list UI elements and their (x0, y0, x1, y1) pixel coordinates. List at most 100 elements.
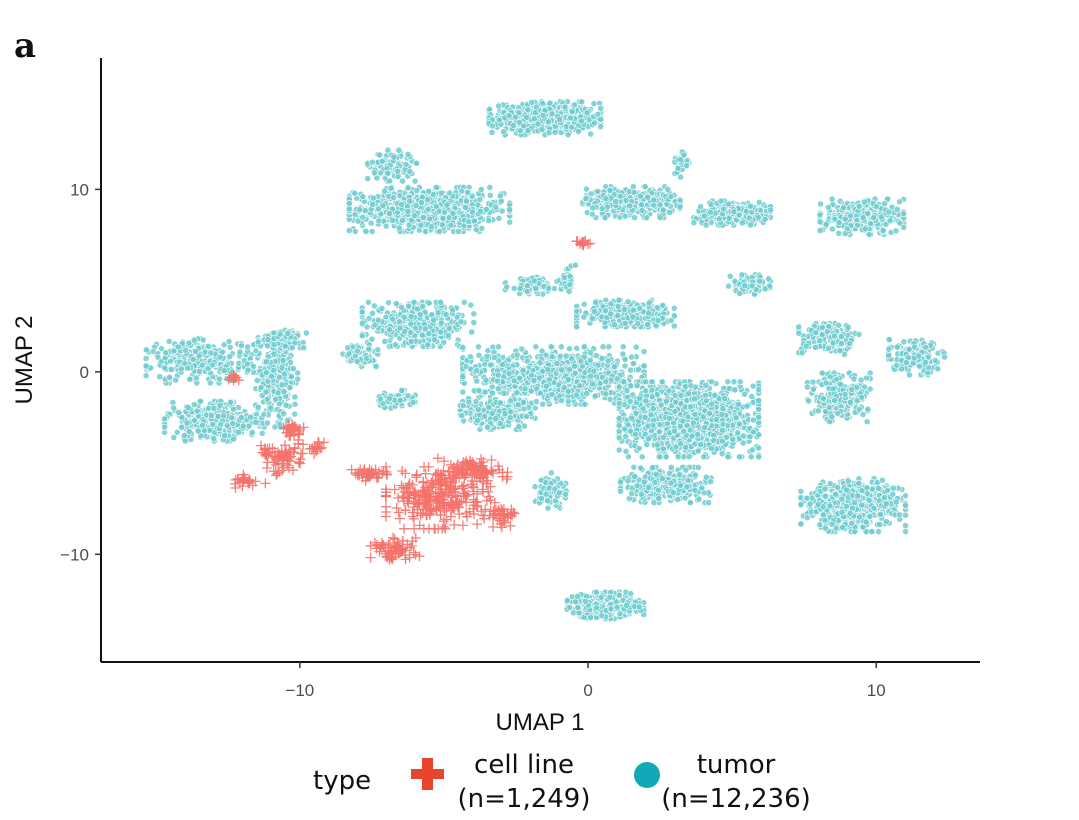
tumor-point (397, 200, 405, 208)
tumor-point (252, 347, 260, 355)
tumor-point (250, 363, 257, 370)
tumor-point (368, 335, 376, 343)
tumor-point (390, 153, 398, 161)
tumor-point (270, 350, 278, 358)
tumor-point (765, 275, 772, 283)
tumor-point (561, 103, 569, 111)
tumor-point (465, 218, 473, 226)
tumor-point (621, 319, 629, 327)
tumor-point (282, 401, 290, 409)
tumor-point (375, 217, 383, 225)
tumor-point (351, 228, 359, 235)
tumor-point (358, 319, 366, 327)
tumor-point (186, 375, 194, 383)
tumor-point (237, 414, 245, 421)
tumor-point (406, 168, 414, 175)
tumor-point (376, 395, 384, 403)
tumor-point (707, 208, 714, 216)
tumor-point (412, 324, 419, 332)
tumor-point (867, 220, 874, 227)
tumor-point (478, 224, 486, 232)
tumor-point (462, 204, 469, 211)
tumor-point (573, 323, 581, 331)
tumor-point (365, 345, 373, 353)
tumor-point (674, 165, 682, 172)
tumor-point (252, 419, 260, 426)
tumor-point (353, 357, 361, 365)
tumor-point (900, 210, 908, 218)
tumor-point (565, 288, 573, 295)
tumor-point (405, 221, 413, 229)
tumor-point (755, 198, 763, 206)
tumor-point (379, 202, 387, 209)
tumor-point (578, 117, 585, 125)
tumor-point (621, 362, 629, 370)
tumor-point (506, 218, 514, 226)
tumor-point (546, 99, 554, 107)
tumor-point (177, 365, 185, 373)
tumor-point (870, 214, 878, 222)
tumor-point (597, 123, 604, 131)
tumor-point (841, 215, 849, 223)
tumor-point (392, 341, 399, 349)
tumor-point (886, 217, 894, 225)
tumor-point (492, 203, 499, 211)
tumor-point (442, 311, 450, 318)
tumor-point (702, 221, 710, 229)
panel-label: a (14, 26, 37, 66)
tumor-point (532, 109, 539, 116)
tumor-point (258, 429, 266, 437)
tumor-point (841, 230, 849, 237)
tumor-point (362, 228, 370, 235)
tumor-point (178, 423, 185, 431)
tumor-point (387, 184, 395, 192)
tumor-point (457, 318, 465, 326)
tumor-point (395, 318, 403, 326)
tumor-point (438, 221, 446, 229)
tumor-point (270, 366, 277, 374)
tumor-point (395, 146, 403, 154)
tumor-point (591, 119, 598, 127)
tumor-point (638, 201, 645, 209)
tumor-point (747, 202, 754, 210)
tumor-point (900, 223, 908, 231)
tumor-point (162, 349, 170, 357)
tumor-point (287, 373, 295, 381)
tumor-point (345, 199, 353, 207)
tumor-point (475, 343, 482, 351)
tumor-point (206, 379, 214, 387)
tumor-point (607, 310, 614, 318)
tumor-point (190, 401, 198, 408)
tumor-point (271, 423, 279, 431)
tumor-point (278, 364, 286, 372)
tumor-point (372, 363, 380, 370)
tumor-point (276, 330, 284, 338)
tumor-point (568, 108, 576, 115)
tumor-point (532, 343, 540, 351)
tumor-point (439, 214, 447, 222)
tumor-point (861, 225, 869, 233)
tumor-point (280, 410, 287, 418)
tumor-point (531, 115, 538, 123)
tumor-point (512, 113, 519, 121)
tumor-point (175, 409, 183, 416)
tumor-point (244, 366, 252, 374)
tumor-point (189, 355, 197, 363)
tumor-point (194, 427, 202, 435)
tumor-point (629, 306, 637, 314)
tumor-point (182, 346, 189, 354)
tumor-point (262, 369, 270, 376)
tumor-point (464, 188, 472, 196)
tumor-point (670, 304, 678, 312)
tumor-point (587, 130, 594, 138)
tumor-point (193, 407, 201, 415)
tumor-point (591, 308, 598, 315)
tumor-point (697, 203, 704, 211)
tumor-point (396, 396, 404, 404)
tumor-point (353, 347, 361, 355)
tumor-point (482, 205, 490, 213)
tumor-point (437, 298, 444, 306)
tumor-point (246, 413, 254, 421)
tumor-point (217, 420, 225, 428)
tumor-point (495, 102, 503, 110)
